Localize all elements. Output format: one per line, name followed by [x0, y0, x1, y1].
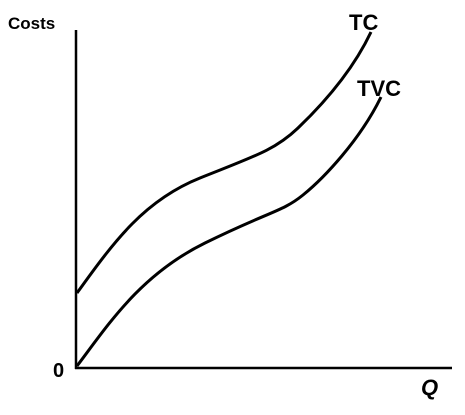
origin-label: 0 [53, 360, 64, 382]
curve-label: TVC [357, 76, 401, 101]
x-axis-label: Q [421, 375, 438, 400]
y-axis-label: Costs [8, 14, 55, 33]
curve-label: TC [349, 10, 378, 35]
tc-curve [75, 31, 373, 294]
tvc-curve [75, 96, 383, 367]
